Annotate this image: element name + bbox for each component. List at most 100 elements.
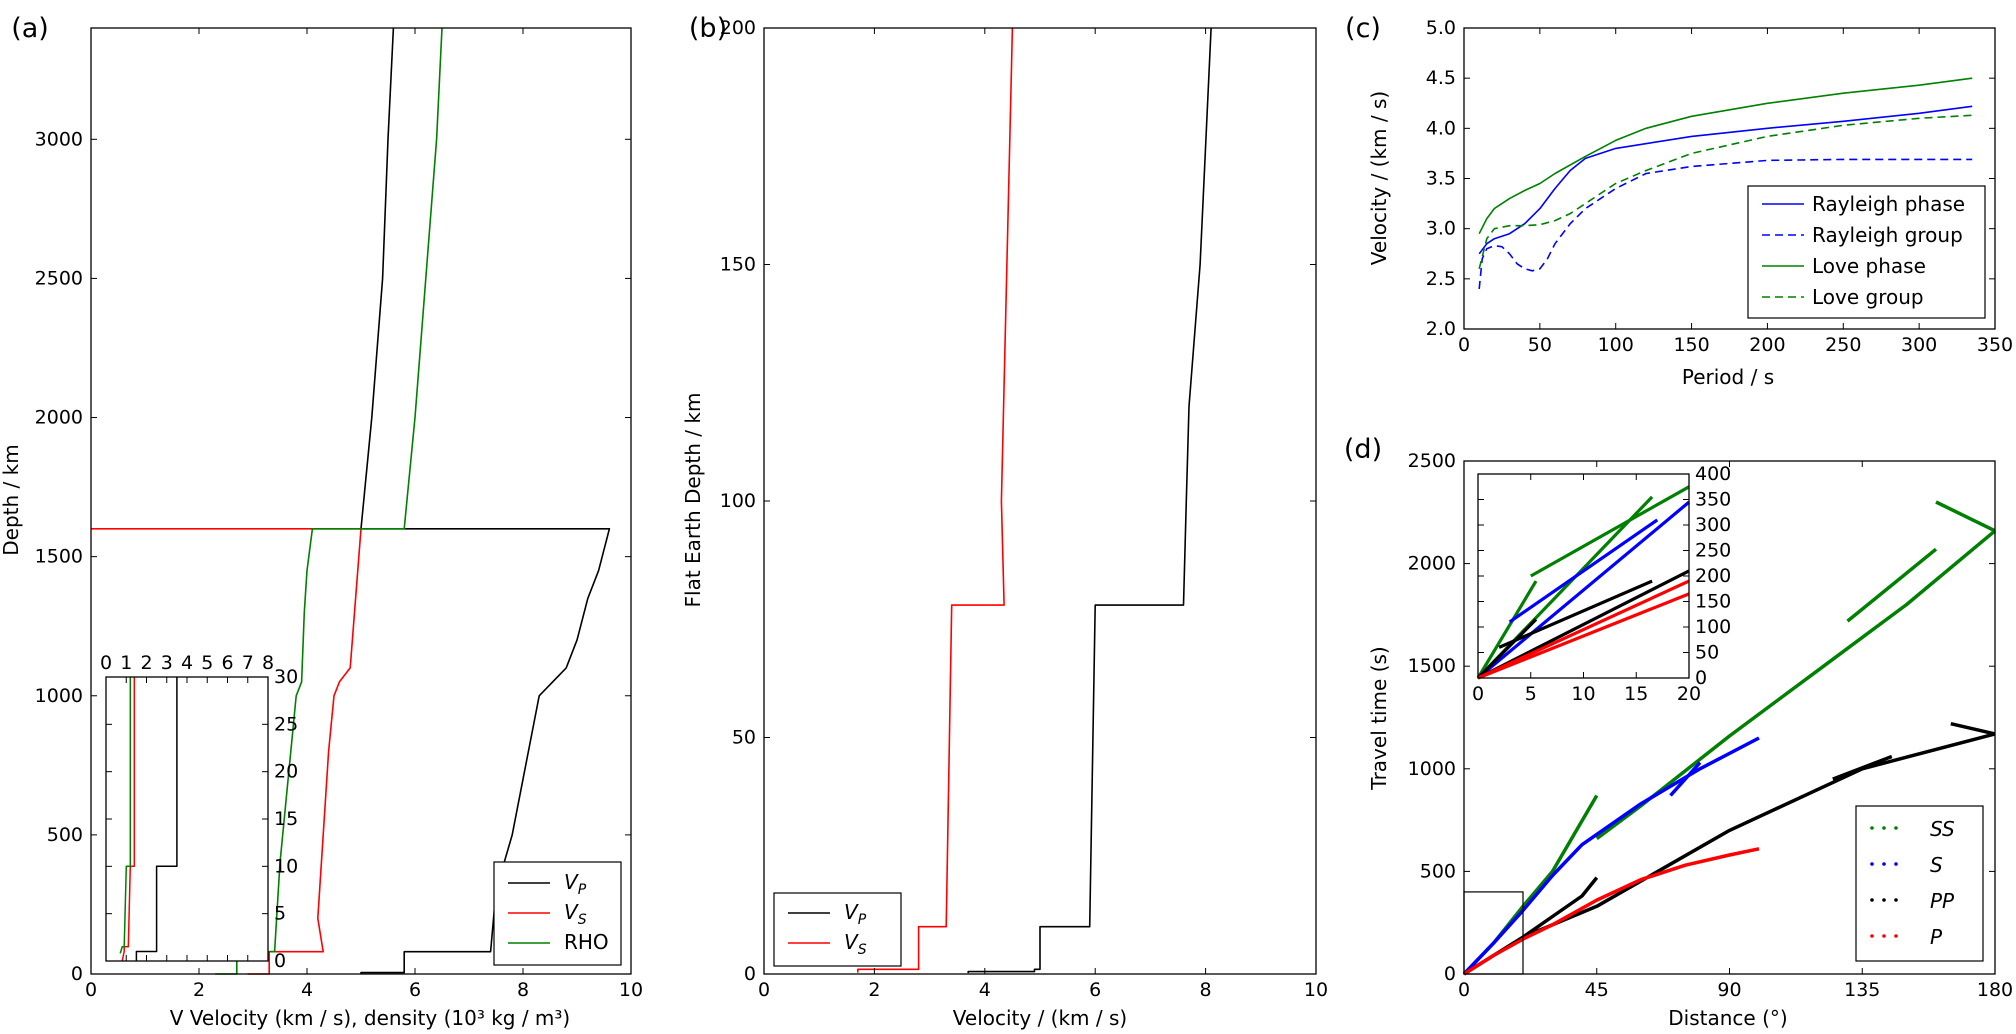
y-tick-label: 5.0	[1426, 17, 1456, 39]
x-tick-label: 5	[201, 652, 213, 674]
legend-label: RHO	[564, 930, 609, 954]
x-tick-label: 180	[1977, 979, 2013, 1001]
x-tick-label: 2	[193, 979, 205, 1001]
y-tick-label: 0	[1444, 963, 1456, 985]
x-tick-label: 350	[1977, 334, 2013, 356]
legend-swatch	[1894, 826, 1898, 830]
a-inset-series	[121, 677, 136, 962]
legend-label: VP	[564, 870, 587, 898]
y-tick-label: 250	[1695, 540, 1731, 562]
c-ylabel: Velocity / (km / s)	[1367, 91, 1391, 265]
legend-main: V	[844, 900, 859, 924]
x-tick-label: 4	[181, 652, 193, 674]
legend-swatch	[1882, 934, 1886, 938]
y-tick-label: 350	[1695, 489, 1731, 511]
panel-label-c: (c)	[1345, 13, 1381, 44]
x-tick-label: 1	[120, 652, 132, 674]
legend-label: P	[1930, 925, 1943, 949]
c-series	[1478, 77, 1973, 235]
x-tick-label: 0	[1458, 334, 1470, 356]
legend-swatch	[1882, 862, 1886, 866]
legend-label: VS	[564, 900, 587, 928]
x-tick-label: 4	[979, 979, 991, 1001]
legend-label: VP	[844, 900, 867, 928]
y-tick-label: 150	[720, 254, 756, 276]
y-tick-label: 4.0	[1426, 117, 1456, 139]
y-tick-label: 100	[1695, 616, 1731, 638]
legend-swatch	[1894, 934, 1898, 938]
x-tick-label: 0	[85, 979, 97, 1001]
legend-swatch	[1882, 898, 1886, 902]
c-legend	[1747, 185, 1986, 319]
a-series-VP	[360, 27, 611, 974]
d-series-S	[1669, 761, 1702, 797]
legend-sub: S	[858, 942, 867, 958]
c-series	[1478, 114, 1973, 269]
x-tick-label: 300	[1901, 334, 1937, 356]
x-tick-label: 10	[1571, 683, 1595, 705]
y-tick-label: 500	[47, 824, 83, 846]
c-series	[1478, 158, 1973, 289]
y-tick-label: 10	[274, 855, 298, 877]
y-tick-label: 0	[274, 950, 286, 972]
b-xlabel: Velocity / (km / s)	[953, 1006, 1127, 1030]
y-tick-label: 50	[732, 727, 756, 749]
legend-swatch	[1870, 826, 1874, 830]
x-tick-label: 4	[301, 979, 313, 1001]
y-tick-label: 25	[274, 713, 298, 735]
b-ylabel: Flat Earth Depth / km	[681, 393, 705, 608]
d-inset-segment	[1477, 592, 1690, 680]
x-tick-label: 15	[1624, 683, 1648, 705]
y-tick-label: 100	[720, 490, 756, 512]
x-tick-label: 8	[517, 979, 529, 1001]
panel-label-d: (d)	[1344, 434, 1382, 465]
y-tick-label: 0	[744, 963, 756, 985]
y-tick-label: 2.0	[1426, 318, 1456, 340]
a-ylabel: Depth / km	[0, 444, 23, 555]
y-tick-label: 3.0	[1426, 218, 1456, 240]
y-tick-label: 2000	[35, 407, 83, 429]
y-tick-label: 2.5	[1426, 268, 1456, 290]
legend-main: V	[564, 900, 579, 924]
y-tick-label: 300	[1695, 514, 1731, 536]
legend-swatch	[1894, 898, 1898, 902]
y-tick-label: 20	[274, 761, 298, 783]
d-zoom-box	[1463, 891, 1524, 975]
legend-sub: P	[858, 912, 867, 928]
legend-swatch	[1870, 898, 1874, 902]
x-tick-label: 10	[1304, 979, 1328, 1001]
x-tick-label: 0	[1458, 979, 1470, 1001]
a-inset-series	[135, 677, 178, 961]
d-inset-segment	[1477, 579, 1690, 680]
y-tick-label: 2500	[1408, 450, 1456, 472]
d-series-SS	[1462, 794, 1599, 976]
d-series-P	[1463, 847, 1760, 976]
c-xlabel: Period / s	[1682, 365, 1774, 389]
legend-sub: P	[578, 882, 587, 898]
a-inset-series	[119, 677, 132, 954]
x-tick-label: 200	[1749, 334, 1785, 356]
y-tick-label: 200	[1695, 565, 1731, 587]
d-series-SS	[1846, 547, 1938, 623]
legend-label: Love group	[1812, 285, 1924, 309]
d-xlabel: Distance (°)	[1668, 1006, 1787, 1030]
legend-main: RHO	[564, 930, 609, 954]
y-tick-label: 1000	[35, 685, 83, 707]
x-tick-label: 0	[1472, 683, 1484, 705]
legend-label: PP	[1930, 889, 1955, 913]
x-tick-label: 6	[409, 979, 421, 1001]
y-tick-label: 150	[1695, 591, 1731, 613]
d-inset-segment	[1530, 485, 1690, 578]
b-series-VS	[856, 27, 1014, 973]
panel-label-a: (a)	[11, 13, 49, 44]
x-tick-label: 6	[221, 652, 233, 674]
y-tick-label: 5	[274, 903, 286, 925]
d-series-SS	[1595, 529, 1997, 841]
x-tick-label: 150	[1673, 334, 1709, 356]
d-series-SS	[1935, 500, 1996, 533]
a-xlabel: V Velocity (km / s), density (10³ kg / m…	[170, 1006, 570, 1030]
d-series-PP	[1950, 721, 1996, 736]
y-tick-label: 0	[1695, 667, 1707, 689]
legend-swatch	[1870, 934, 1874, 938]
